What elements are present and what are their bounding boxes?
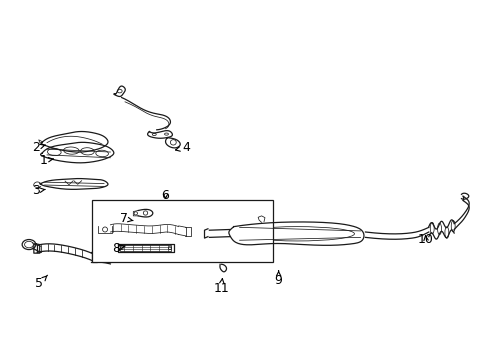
Text: 8: 8	[112, 242, 125, 255]
Text: 7: 7	[120, 212, 133, 225]
Text: 9: 9	[274, 271, 282, 287]
Text: 10: 10	[417, 233, 433, 246]
Text: 5: 5	[35, 275, 47, 291]
Bar	[92, 200, 272, 262]
Text: 3: 3	[32, 184, 45, 197]
Text: 11: 11	[213, 279, 228, 295]
Text: 4: 4	[175, 141, 189, 154]
Text: 1: 1	[40, 154, 53, 167]
Text: 2: 2	[32, 141, 45, 154]
Text: 6: 6	[161, 189, 169, 202]
